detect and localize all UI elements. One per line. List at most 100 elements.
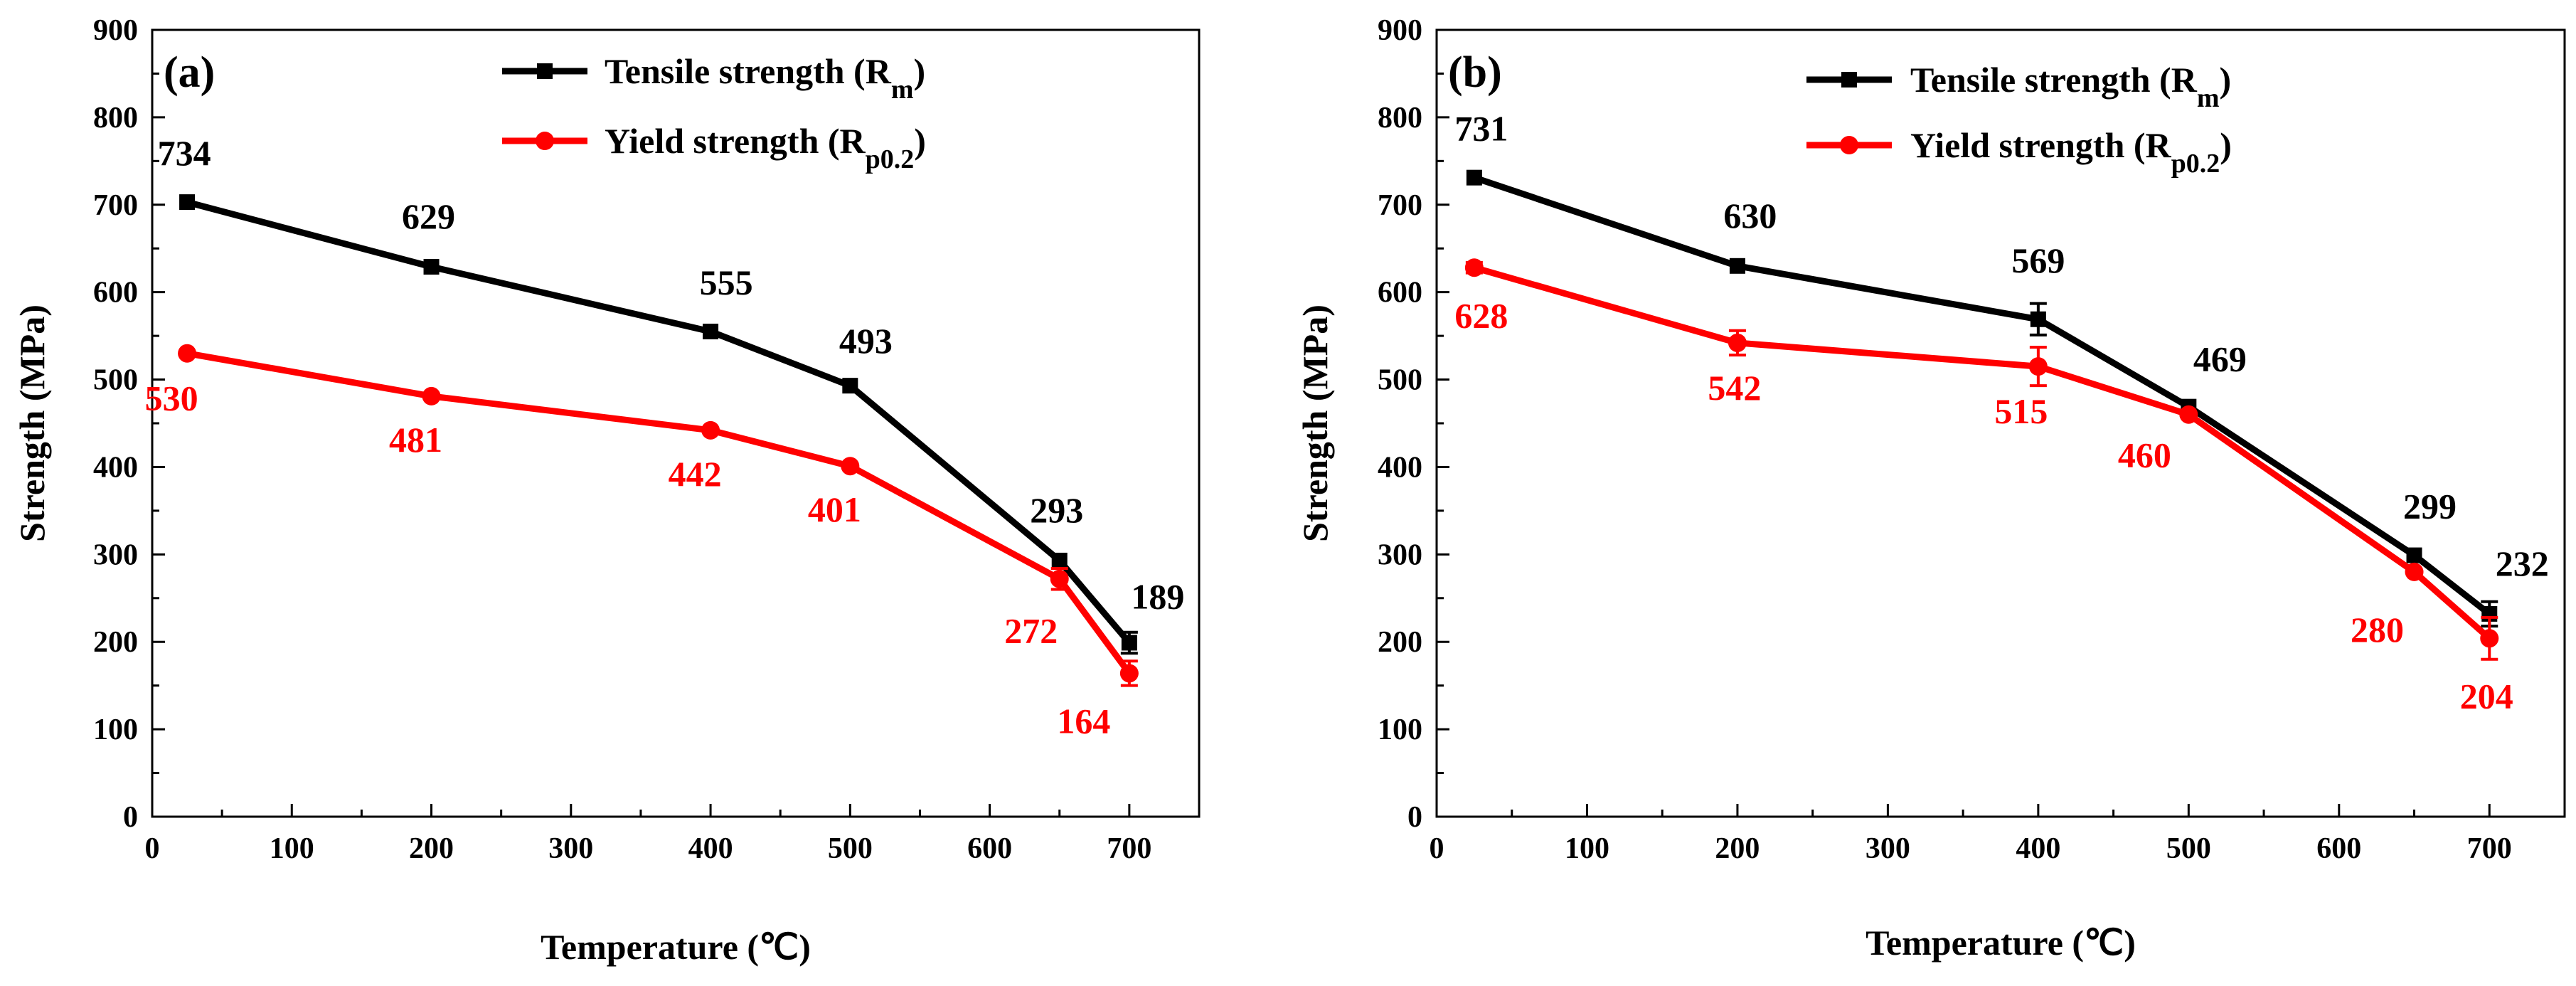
data-label: 731 [1454,109,1508,149]
x-axis-title: Temperature (℃) [1866,923,2136,963]
legend-label: Tensile strength (Rm) [605,51,925,105]
data-point [1119,664,1139,683]
data-label: 629 [402,196,455,236]
x-tick-label: 400 [2016,832,2060,865]
data-point [1121,635,1137,651]
series-line [1473,174,2492,617]
x-tick-label: 500 [828,832,873,865]
data-label: 734 [158,133,211,173]
x-tick-label: 300 [548,832,593,865]
data-point [423,259,440,275]
legend-marker [1841,72,1857,88]
data-label: 481 [389,420,442,460]
data-label: 542 [1708,368,1761,408]
legend-entry: Yield strength (Rp0.2) [502,121,926,174]
x-tick-label: 600 [967,832,1012,865]
legend-entry: Tensile strength (Rm) [1806,60,2231,113]
x-tick-label: 0 [145,832,160,865]
y-tick-label: 500 [93,364,138,397]
legend-entry: Yield strength (Rp0.2) [1806,125,2232,179]
x-tick-label: 500 [2166,832,2211,865]
y-axis-title: Strength (MPa) [12,304,52,542]
x-tick-label: 700 [1107,832,1151,865]
y-tick-label: 900 [93,14,138,47]
y-tick-label: 800 [1378,102,1422,134]
series-tensile: 734 629 555 493 293 189 [158,133,1184,655]
data-label: 189 [1131,576,1184,616]
series-line [186,350,1132,676]
data-point [701,420,720,440]
x-tick-label: 200 [1715,832,1760,865]
x-tick-label: 700 [2467,832,2512,865]
panel-label: (a) [164,48,215,97]
y-tick-label: 300 [1378,539,1422,571]
y-tick-label: 800 [93,102,138,134]
legend-entry: Tensile strength (Rm) [502,51,925,105]
legend-marker [1840,136,1858,154]
data-label: 469 [2193,339,2247,379]
data-label: 401 [808,489,861,529]
data-label: 530 [145,378,198,418]
legend-label: Tensile strength (Rm) [1910,60,2231,113]
data-point [2480,629,2499,648]
y-tick-label: 900 [1378,14,1422,47]
data-point [2028,357,2048,376]
data-point [2406,547,2422,563]
data-label: 630 [1723,196,1777,235]
data-point [841,457,860,476]
y-tick-label: 100 [93,714,138,746]
legend-label: Yield strength (Rp0.2) [605,121,926,174]
data-point [703,323,719,339]
data-label: 628 [1454,295,1508,335]
data-label: 515 [1994,391,2048,431]
y-tick-label: 400 [1378,451,1422,484]
legend-marker [536,132,554,150]
data-label: 493 [839,321,893,361]
data-point [179,194,196,211]
y-tick-label: 400 [93,451,138,484]
y-axis-title: Strength (MPa) [1295,304,1335,542]
data-label: 460 [2118,435,2171,475]
y-tick-label: 600 [93,277,138,309]
series-line [1473,264,2492,641]
series-tensile: 731 630 569 469 299 232 [1454,109,2549,628]
chart-panel-a: 0 100 200 300 400 500 600 700 800 900 0 100 200 300 40… [12,14,1201,967]
data-point [422,386,441,405]
data-label: 442 [669,454,722,494]
data-point [178,344,197,363]
y-tick-label: 0 [1407,801,1422,834]
x-tick-label: 300 [1866,832,1910,865]
data-label: 555 [700,263,753,302]
panel-label: (b) [1448,48,1502,97]
x-tick-label: 200 [409,832,454,865]
series-yield: 530 481 442 401 272 164 [145,344,1139,741]
data-label: 569 [2011,240,2065,280]
data-label: 299 [2403,487,2457,526]
data-label: 280 [2351,610,2404,650]
data-label: 293 [1030,490,1083,530]
y-tick-label: 700 [1378,189,1422,222]
data-label: 164 [1057,701,1110,741]
y-tick-label: 300 [93,539,138,571]
data-point [1466,169,1482,186]
data-point [1464,258,1484,277]
x-tick-label: 600 [2316,832,2361,865]
x-tick-label: 100 [1565,832,1609,865]
y-tick-label: 200 [1378,626,1422,659]
data-label: 272 [1004,611,1058,651]
data-point [842,378,858,394]
legend-label: Yield strength (Rp0.2) [1910,125,2232,179]
data-label: 232 [2496,544,2549,583]
data-point [1729,258,1745,274]
x-tick-label: 100 [270,832,314,865]
x-tick-label: 400 [688,832,733,865]
y-tick-label: 600 [1378,277,1422,309]
data-label: 204 [2460,676,2513,716]
data-point [1050,569,1069,588]
series-yield: 628 542 515 460 280 204 [1454,258,2513,716]
x-axis-title: Temperature (℃) [541,927,811,967]
data-point [1728,333,1747,352]
series-line [186,198,1132,645]
chart-panel-b: 0 100 200 300 400 500 600 700 800 900 0 100 200 300 40… [1295,14,2566,963]
